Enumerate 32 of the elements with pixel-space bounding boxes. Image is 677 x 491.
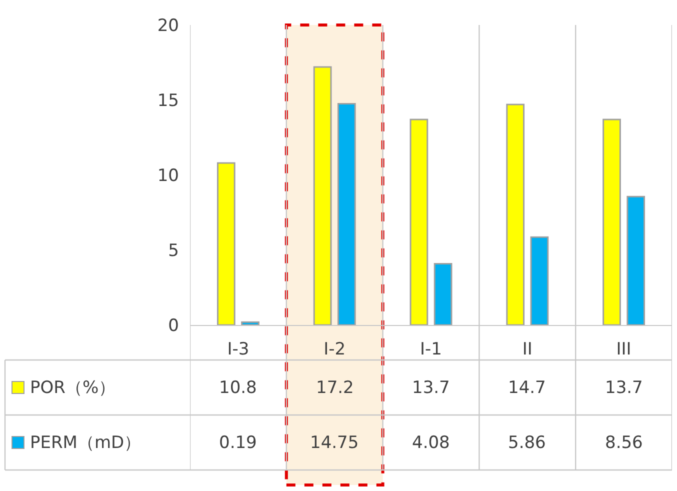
x-tick-label: III: [616, 339, 632, 360]
y-tick-label: 0: [168, 316, 179, 336]
bar: [602, 118, 621, 325]
bar: [216, 162, 236, 325]
data-label: 8.56: [605, 433, 643, 453]
x-tick-label: I-2: [324, 339, 346, 360]
bar: [337, 103, 356, 325]
legend-label: POR（%）: [30, 378, 116, 398]
bar: [241, 321, 260, 325]
bar: [626, 196, 646, 325]
data-label: 17.2: [316, 378, 354, 398]
y-tick-label: 15: [157, 90, 179, 111]
bar: [313, 66, 332, 325]
data-label: 13.7: [412, 378, 450, 398]
x-tick-label: II: [522, 339, 532, 360]
data-label: 14.7: [508, 378, 546, 398]
data-label: 0.19: [219, 433, 257, 453]
legend-label: PERM（mD）: [30, 433, 142, 453]
data-label: 14.75: [310, 433, 359, 453]
x-tick-label: I-1: [420, 339, 442, 360]
y-tick-label: 20: [157, 16, 179, 36]
y-tick-label: 10: [157, 166, 179, 186]
bar: [410, 118, 428, 325]
bar: [530, 236, 549, 325]
data-label: 5.86: [508, 433, 546, 453]
data-label: 13.7: [605, 378, 643, 398]
data-label: 4.08: [412, 433, 450, 453]
bar: [434, 263, 452, 325]
y-tick-label: 5: [168, 240, 179, 261]
bar: [506, 104, 525, 325]
x-tick-label: I-3: [227, 339, 250, 360]
data-label: 10.8: [219, 378, 257, 398]
